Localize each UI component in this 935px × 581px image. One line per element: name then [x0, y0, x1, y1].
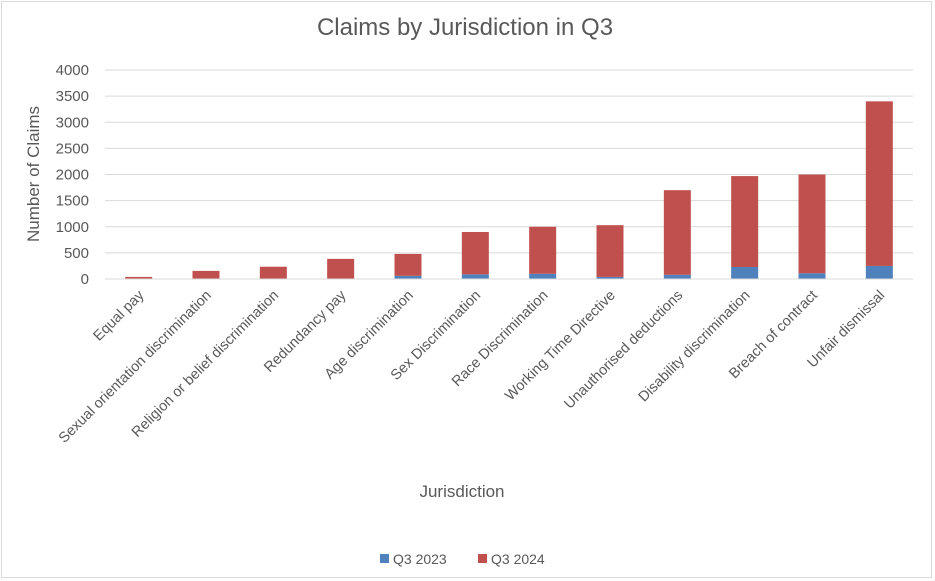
- bar-q3-2024: [865, 101, 893, 266]
- bar-q3-2023: [798, 273, 826, 279]
- legend: Q3 2023 Q3 2024: [380, 551, 545, 567]
- gridlines: [105, 69, 913, 254]
- bar-q3-2023: [461, 274, 489, 279]
- bar-q3-2024: [327, 258, 355, 279]
- y-axis-title: Number of Claims: [24, 106, 43, 242]
- y-tick-label: 1000: [56, 219, 89, 236]
- y-tick-label: 3000: [56, 114, 89, 131]
- bar-q3-2023: [663, 274, 691, 279]
- bar-q3-2024: [663, 190, 691, 275]
- x-tick-label: Religion or belief discrimination: [129, 288, 282, 441]
- bar-q3-2023: [529, 273, 557, 279]
- legend-swatch: [380, 554, 389, 563]
- x-tick-label: Equal pay: [91, 287, 148, 344]
- y-axis-tick-labels: 0 500 1000 1500 2000 2500 3000 3500 4000: [56, 62, 89, 288]
- y-tick-label: 2000: [56, 167, 89, 184]
- bar-q3-2024: [529, 226, 557, 274]
- x-tick-label: Working Time Directive: [502, 288, 619, 405]
- y-tick-label: 2500: [56, 140, 89, 157]
- bar-q3-2023: [865, 265, 893, 279]
- legend-label: Q3 2023: [393, 551, 447, 567]
- x-tick-label: Disability discrimination: [636, 288, 754, 406]
- bar-q3-2024: [798, 174, 826, 274]
- bars: [125, 101, 893, 279]
- y-tick-label: 1500: [56, 193, 89, 210]
- y-tick-label: 4000: [56, 62, 89, 79]
- x-axis-title: Jurisdiction: [419, 482, 504, 501]
- bar-q3-2023: [394, 275, 422, 279]
- bar-q3-2024: [192, 270, 220, 279]
- y-tick-label: 500: [64, 245, 89, 262]
- legend-swatch: [478, 554, 487, 563]
- legend-label: Q3 2024: [491, 551, 545, 567]
- bar-q3-2024: [596, 225, 624, 277]
- bar-q3-2024: [259, 266, 287, 279]
- bar-q3-2024: [461, 231, 489, 275]
- x-tick-label: Unauthorised deductions: [561, 288, 686, 413]
- y-tick-label: 3500: [56, 88, 89, 105]
- bar-q3-2024: [731, 176, 759, 267]
- bar-q3-2023: [596, 276, 624, 279]
- chart-title: Claims by Jurisdiction in Q3: [317, 14, 613, 41]
- bar-q3-2024: [394, 253, 422, 276]
- bar-q3-2024: [125, 276, 153, 279]
- y-tick-label: 0: [81, 271, 89, 288]
- bar-q3-2023: [731, 266, 759, 279]
